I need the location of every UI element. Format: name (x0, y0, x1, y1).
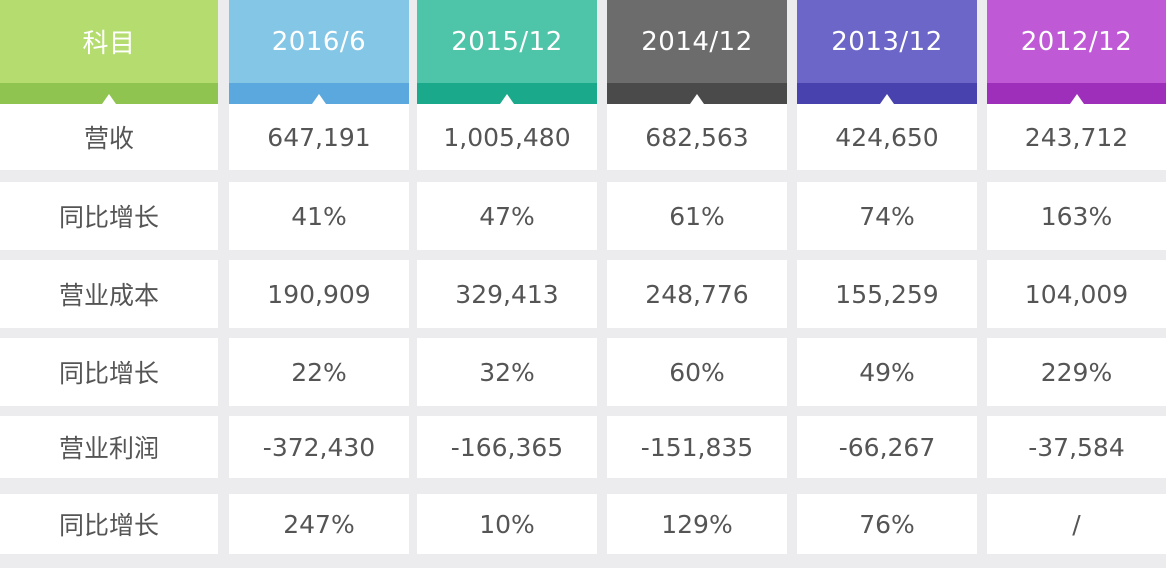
column-period: 2013/12 424,650 74% 155,259 49% -66,267 76% (797, 0, 977, 568)
table-cell: 329,413 (417, 260, 597, 328)
table-cell: 60% (607, 338, 787, 406)
column-header-label: 科目 (0, 0, 218, 83)
row-label-cell: 同比增长 (0, 338, 218, 406)
column-header: 科目 (0, 0, 218, 104)
column-header-band (987, 83, 1166, 104)
column-period: 2016/6 647,191 41% 190,909 22% -372,430 247% (229, 0, 409, 568)
table-cell: 424,650 (797, 104, 977, 170)
column-period: 2014/12 682,563 61% 248,776 60% -151,835 129% (607, 0, 787, 568)
column-header: 2016/6 (229, 0, 409, 104)
caret-up-icon (102, 94, 116, 104)
table-cell: 163% (987, 182, 1166, 250)
table-cell: 10% (417, 494, 597, 554)
column-header-band (0, 83, 218, 104)
row-label-cell: 同比增长 (0, 182, 218, 250)
row-label-cell: 营业成本 (0, 260, 218, 328)
table-cell: 1,005,480 (417, 104, 597, 170)
column-header-label: 2016/6 (229, 0, 409, 83)
table-cell: -151,835 (607, 416, 787, 478)
table-cell: 41% (229, 182, 409, 250)
table-cell: 49% (797, 338, 977, 406)
column-header-band (229, 83, 409, 104)
column-header-band (417, 83, 597, 104)
table-cell: / (987, 494, 1166, 554)
table-cell: 61% (607, 182, 787, 250)
table-cell: 647,191 (229, 104, 409, 170)
table-cell: 155,259 (797, 260, 977, 328)
table-cell: 243,712 (987, 104, 1166, 170)
table-cell: 47% (417, 182, 597, 250)
table-cell: -372,430 (229, 416, 409, 478)
column-header-band (797, 83, 977, 104)
table-cell: -66,267 (797, 416, 977, 478)
column-header: 2012/12 (987, 0, 1166, 104)
table-cell: 190,909 (229, 260, 409, 328)
column-header-label: 2014/12 (607, 0, 787, 83)
table-cell: 76% (797, 494, 977, 554)
caret-up-icon (312, 94, 326, 104)
column-subject: 科目 营收 同比增长 营业成本 同比增长 营业利润 同比增长 (0, 0, 218, 568)
table-cell: 248,776 (607, 260, 787, 328)
table-cell: 74% (797, 182, 977, 250)
table-cell: 682,563 (607, 104, 787, 170)
column-header: 2015/12 (417, 0, 597, 104)
column-header-band (607, 83, 787, 104)
column-period: 2012/12 243,712 163% 104,009 229% -37,584 / (987, 0, 1166, 568)
caret-up-icon (1069, 94, 1084, 104)
table-cell: -37,584 (987, 416, 1166, 478)
caret-up-icon (690, 94, 704, 104)
table-cell: 229% (987, 338, 1166, 406)
table-cell: -166,365 (417, 416, 597, 478)
caret-up-icon (880, 94, 894, 104)
column-header: 2014/12 (607, 0, 787, 104)
column-header-label: 2012/12 (987, 0, 1166, 83)
caret-up-icon (500, 94, 514, 104)
column-header: 2013/12 (797, 0, 977, 104)
column-header-label: 2015/12 (417, 0, 597, 83)
table-cell: 247% (229, 494, 409, 554)
table-cell: 22% (229, 338, 409, 406)
table-cell: 104,009 (987, 260, 1166, 328)
column-header-label: 2013/12 (797, 0, 977, 83)
row-label-cell: 同比增长 (0, 494, 218, 554)
row-label-cell: 营收 (0, 104, 218, 170)
column-period: 2015/12 1,005,480 47% 329,413 32% -166,365 10% (417, 0, 597, 568)
table-cell: 129% (607, 494, 787, 554)
table-cell: 32% (417, 338, 597, 406)
row-label-cell: 营业利润 (0, 416, 218, 478)
